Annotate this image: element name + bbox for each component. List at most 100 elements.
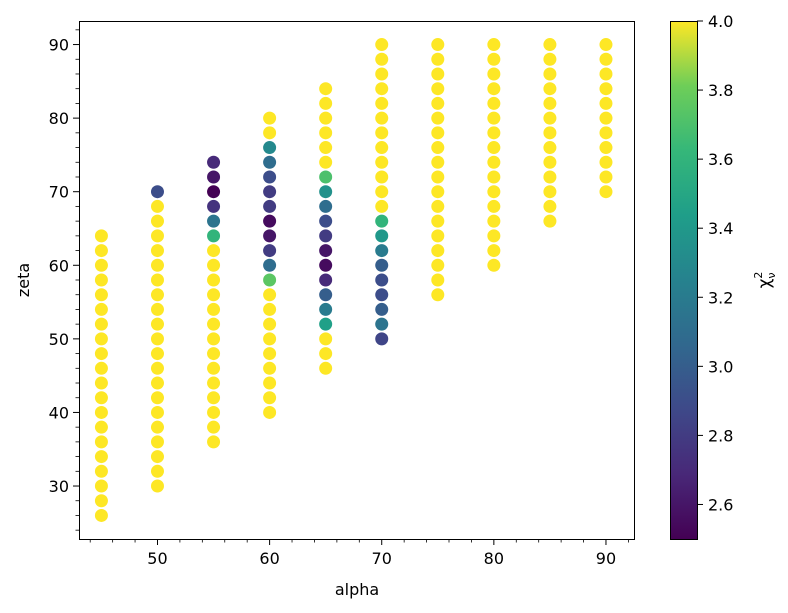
colorbar-tick-label: 3.0 [708, 357, 733, 376]
x-tick-label: 60 [259, 549, 279, 568]
data-point [319, 229, 333, 243]
data-point [319, 96, 333, 110]
data-point [94, 302, 108, 316]
data-point [150, 185, 164, 199]
data-point [543, 185, 557, 199]
data-point [431, 244, 445, 258]
data-point [375, 214, 389, 228]
data-point [375, 96, 389, 110]
data-point [207, 185, 221, 199]
x-axis-label: alpha [335, 580, 379, 599]
data-point [375, 126, 389, 140]
data-point [599, 96, 613, 110]
data-point [375, 288, 389, 302]
data-point [543, 52, 557, 66]
data-point [319, 141, 333, 155]
data-point [263, 288, 277, 302]
data-point [94, 464, 108, 478]
data-point [263, 376, 277, 390]
data-point [487, 258, 501, 272]
data-point [150, 288, 164, 302]
data-point [150, 302, 164, 316]
colorbar-ticks: 2.6 2.8 3.0 3.2 3.4 3.6 3.8 4.0 [697, 12, 733, 514]
data-point [263, 405, 277, 419]
colorbar-label-sub: ν [765, 272, 778, 278]
data-point [319, 258, 333, 272]
colorbar: 2.6 2.8 3.0 3.2 3.4 3.6 3.8 4.0 χ2ν [670, 12, 778, 540]
data-point [207, 273, 221, 287]
data-point [319, 273, 333, 287]
y-axis-label: zeta [14, 263, 33, 297]
data-point [150, 244, 164, 258]
data-point [150, 317, 164, 331]
data-point [487, 185, 501, 199]
y-axis: 30 40 50 60 70 80 90 [49, 29, 79, 531]
data-point [94, 435, 108, 449]
data-point [599, 38, 613, 52]
data-point [431, 82, 445, 96]
data-point [431, 96, 445, 110]
data-point [319, 302, 333, 316]
data-point [150, 435, 164, 449]
data-point [207, 288, 221, 302]
data-point [431, 155, 445, 169]
data-point [263, 170, 277, 184]
data-point [319, 361, 333, 375]
x-tick-label: 50 [147, 549, 167, 568]
data-point [150, 479, 164, 493]
data-point [263, 244, 277, 258]
data-point [94, 229, 108, 243]
data-point [543, 199, 557, 213]
data-point [375, 38, 389, 52]
data-point [150, 376, 164, 390]
data-point [487, 214, 501, 228]
data-point [263, 155, 277, 169]
data-point [487, 126, 501, 140]
data-point [207, 317, 221, 331]
y-tick-label: 50 [49, 330, 69, 349]
data-point [207, 347, 221, 361]
data-point [487, 199, 501, 213]
data-point [375, 141, 389, 155]
data-point [487, 82, 501, 96]
data-point [150, 361, 164, 375]
data-point [375, 317, 389, 331]
data-point [207, 244, 221, 258]
data-point [207, 302, 221, 316]
data-point [263, 258, 277, 272]
data-point [599, 126, 613, 140]
data-point [319, 126, 333, 140]
colorbar-tick-label: 4.0 [708, 12, 733, 31]
data-point [375, 67, 389, 81]
data-point [375, 199, 389, 213]
data-point [431, 111, 445, 125]
data-point [543, 170, 557, 184]
data-point [431, 273, 445, 287]
data-point [263, 273, 277, 287]
y-tick-label: 90 [49, 36, 69, 55]
data-point [263, 111, 277, 125]
data-point [263, 185, 277, 199]
data-point [207, 332, 221, 346]
data-point [543, 38, 557, 52]
data-point [375, 82, 389, 96]
data-point [375, 332, 389, 346]
data-point [207, 258, 221, 272]
data-point [431, 258, 445, 272]
data-point [319, 82, 333, 96]
data-point [487, 67, 501, 81]
data-point [431, 288, 445, 302]
data-point [150, 464, 164, 478]
x-tick-label: 80 [484, 549, 504, 568]
data-point [599, 111, 613, 125]
data-point [487, 52, 501, 66]
data-point [599, 155, 613, 169]
data-point [150, 273, 164, 287]
data-point [431, 170, 445, 184]
data-point [431, 214, 445, 228]
data-point [263, 361, 277, 375]
data-point [207, 199, 221, 213]
data-point [94, 332, 108, 346]
data-point [487, 244, 501, 258]
data-point [94, 405, 108, 419]
